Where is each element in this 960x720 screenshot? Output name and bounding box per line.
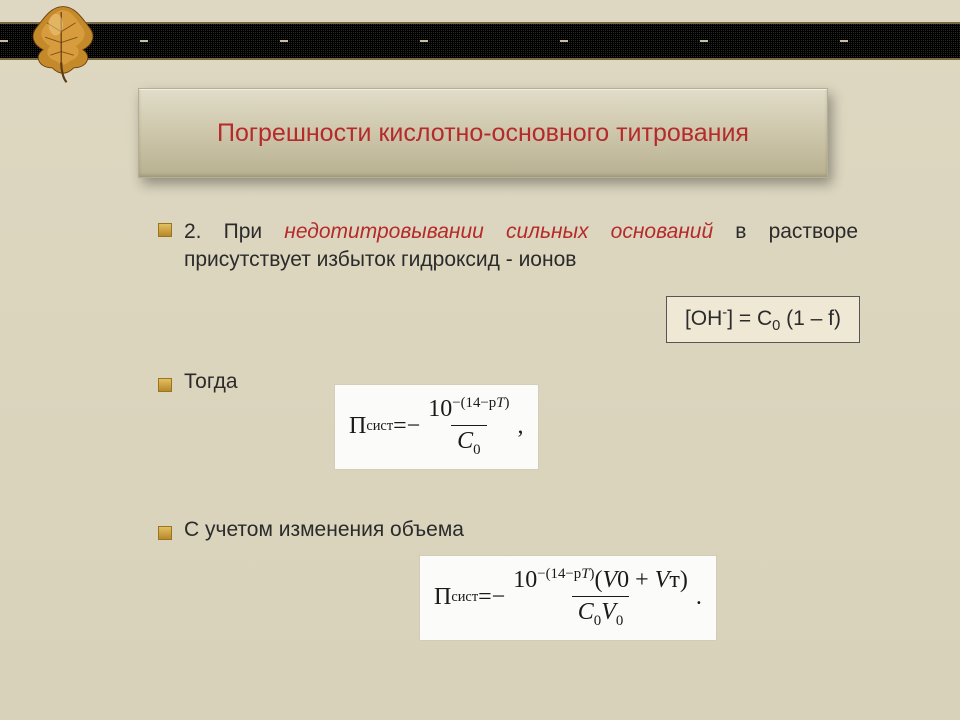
- eq1-den-C: C: [457, 428, 473, 454]
- eq1-lhs-sub: сист: [366, 418, 393, 435]
- eq2-num-exp: −(14−pT): [537, 566, 594, 582]
- eq2-den-C: C: [578, 599, 594, 625]
- bullet-item-3: С учетом изменения объема: [158, 518, 464, 542]
- eq2-plus: +: [629, 567, 655, 593]
- bullet-marker-icon: [158, 223, 172, 237]
- bullet-1-emphasis: недотитровывании сильных оснований: [284, 220, 713, 243]
- content-area: 2. При недотитровывании сильных основани…: [158, 218, 858, 281]
- eq2-numerator: 10−(14−pT)(V0 + Vт): [509, 566, 692, 596]
- title-box: Погрешности кислотно-основного титровани…: [138, 88, 828, 178]
- eq1-numerator: 10−(14−pT): [424, 395, 513, 425]
- eq1-fraction: 10−(14−pT) C0: [424, 395, 513, 459]
- eq2-den-V-sub: 0: [616, 613, 623, 629]
- slide: Погрешности кислотно-основного титровани…: [0, 0, 960, 720]
- formula-rhs: (1 – f): [780, 307, 841, 330]
- eq1-denominator: C0: [451, 425, 486, 459]
- bullet-marker-icon: [158, 378, 172, 392]
- eq1-lhs-symbol: П: [349, 413, 366, 440]
- bullet-1-prefix: 2. При: [184, 220, 284, 243]
- bullet-2-label: Тогда: [184, 370, 238, 394]
- eq2-num-base: 10: [513, 567, 537, 593]
- bullet-item-1: 2. При недотитровывании сильных основани…: [158, 218, 858, 275]
- equation-2: Псист = − 10−(14−pT)(V0 + Vт) C0V0 .: [420, 556, 716, 640]
- formula-lhs: [OH: [685, 307, 722, 330]
- eq2-lhs-sub: сист: [451, 589, 478, 606]
- equation-1: Псист = − 10−(14−pT) C0 ,: [335, 385, 538, 469]
- eq2-trail: .: [696, 584, 702, 611]
- eq2-V0: V: [603, 567, 618, 593]
- eq2-paren-close: ): [680, 567, 688, 593]
- eq2-paren-open: (: [595, 567, 603, 593]
- bullet-item-2: Тогда: [158, 370, 238, 394]
- eq1-den-sub: 0: [473, 442, 480, 458]
- eq1-num-exp: −(14−pT): [452, 395, 509, 411]
- slide-title: Погрешности кислотно-основного титровани…: [217, 119, 749, 148]
- eq1-neg: −: [407, 413, 421, 440]
- eq2-neg: −: [492, 584, 506, 611]
- eq2-den-V: V: [601, 599, 616, 625]
- bullet-3-label: С учетом изменения объема: [184, 518, 464, 542]
- decorative-texture-bar: [0, 22, 960, 60]
- eq2-VT: V: [655, 567, 670, 593]
- eq2-V0-sub: 0: [617, 567, 629, 593]
- eq1-eq: =: [393, 413, 407, 440]
- eq2-eq: =: [478, 584, 492, 611]
- eq1-trail: ,: [518, 413, 524, 440]
- eq2-denominator: C0V0: [572, 596, 630, 630]
- bullet-1-text: 2. При недотитровывании сильных основани…: [184, 218, 858, 275]
- formula-lhs-close: ] = C: [727, 307, 772, 330]
- eq2-fraction: 10−(14−pT)(V0 + Vт) C0V0: [509, 566, 692, 630]
- eq2-lhs-symbol: П: [434, 584, 451, 611]
- bullet-marker-icon: [158, 526, 172, 540]
- leaf-icon: [18, 0, 108, 84]
- eq2-VT-sub: т: [669, 567, 680, 593]
- eq1-num-base: 10: [428, 396, 452, 422]
- boxed-formula: [OH-] = C0 (1 – f): [666, 296, 860, 343]
